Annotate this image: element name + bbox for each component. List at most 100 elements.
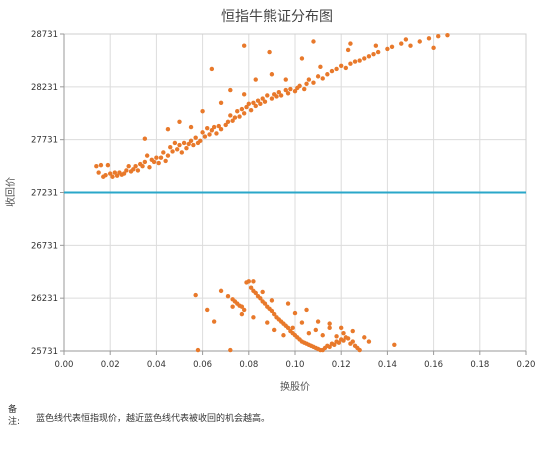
data-point <box>105 162 111 168</box>
data-point <box>121 171 127 176</box>
data-point <box>339 325 344 331</box>
data-point <box>230 118 235 123</box>
y-tick-label: 28731 <box>31 30 58 40</box>
data-point <box>272 311 277 317</box>
data-point <box>436 34 441 39</box>
data-point <box>244 104 249 110</box>
note-text: 蓝色线代表恒指现价，越近蓝色线代表被收回的机会越高。 <box>36 414 271 424</box>
data-point <box>274 94 279 99</box>
data-point <box>110 174 115 179</box>
data-point <box>290 325 295 331</box>
data-point <box>389 44 395 49</box>
data-point <box>168 144 173 150</box>
data-point <box>288 86 293 92</box>
data-point <box>181 140 187 146</box>
x-axis-title: 换股价 <box>280 380 310 393</box>
data-point <box>147 165 152 170</box>
data-point <box>313 327 318 333</box>
data-point <box>343 65 349 71</box>
data-point <box>133 163 138 169</box>
data-point <box>260 289 265 295</box>
data-point <box>165 153 171 158</box>
data-point <box>292 88 298 94</box>
data-point <box>350 328 355 334</box>
data-point <box>205 125 210 131</box>
data-point <box>154 155 159 160</box>
data-point <box>241 307 247 313</box>
data-point <box>311 80 316 85</box>
data-point <box>193 135 198 140</box>
data-point <box>170 149 175 154</box>
data-point <box>186 141 191 147</box>
data-point <box>306 77 312 82</box>
data-point <box>350 339 355 344</box>
data-point <box>218 288 224 294</box>
data-point <box>151 159 157 165</box>
data-point <box>262 301 268 306</box>
data-point <box>304 307 309 313</box>
data-point <box>200 109 205 114</box>
data-point <box>269 96 275 101</box>
data-point <box>177 142 182 148</box>
data-point <box>315 74 321 79</box>
data-point <box>239 106 245 112</box>
data-point <box>211 319 217 324</box>
data-point <box>193 292 198 298</box>
data-point <box>320 76 325 81</box>
data-point <box>228 347 233 353</box>
data-point <box>325 72 330 77</box>
data-point <box>258 101 263 107</box>
y-tick-label: 27231 <box>31 189 58 199</box>
x-tick-label: 0.14 <box>378 360 397 370</box>
data-point <box>251 315 256 320</box>
data-point <box>241 43 247 48</box>
data-point <box>225 293 231 299</box>
data-point <box>248 285 254 290</box>
data-point <box>339 63 344 69</box>
data-point <box>211 124 217 130</box>
data-point <box>332 342 337 347</box>
data-point <box>375 49 381 55</box>
data-point <box>228 87 233 93</box>
data-point <box>311 39 316 44</box>
data-point <box>214 131 219 136</box>
data-point <box>235 109 240 114</box>
data-point <box>161 150 166 155</box>
data-point <box>345 336 351 341</box>
data-point <box>207 132 212 137</box>
x-axis-ticks: 0.00 0.02 0.04 0.06 0.08 0.10 0.12 0.14 0.16 0.18… <box>55 350 535 370</box>
data-point <box>306 330 312 336</box>
data-point <box>195 347 201 353</box>
data-point <box>135 168 141 173</box>
note-label: 备注: <box>8 405 21 427</box>
data-point <box>357 58 362 63</box>
data-point <box>362 56 367 61</box>
data-point <box>232 115 238 120</box>
data-point <box>336 340 342 345</box>
data-point <box>198 138 203 144</box>
data-point <box>165 127 171 132</box>
data-point <box>202 134 208 139</box>
data-point <box>329 68 335 74</box>
data-point <box>174 147 180 152</box>
data-points <box>94 32 450 353</box>
data-point <box>371 51 376 57</box>
x-tick-label: 0.12 <box>332 360 351 370</box>
data-point <box>258 296 263 301</box>
data-point <box>200 130 205 135</box>
data-point <box>348 61 353 66</box>
data-point <box>239 311 245 317</box>
data-point <box>292 310 298 316</box>
data-point <box>315 319 321 324</box>
data-point <box>251 100 256 105</box>
data-point <box>327 325 332 331</box>
data-point <box>241 92 247 97</box>
data-point <box>260 96 265 101</box>
data-point <box>253 290 258 296</box>
data-point <box>241 111 247 116</box>
data-point <box>417 39 422 44</box>
data-point <box>144 153 150 158</box>
data-point <box>188 124 194 130</box>
data-point <box>385 46 390 52</box>
